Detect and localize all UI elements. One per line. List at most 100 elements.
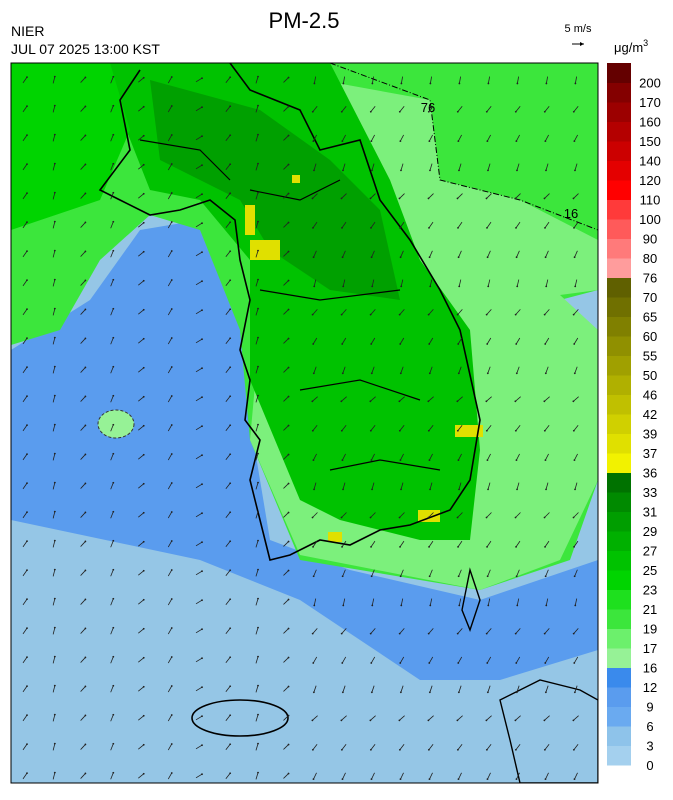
wind-arrow: [22, 337, 28, 345]
wind-arrow: [342, 250, 346, 258]
coastline: [98, 63, 481, 561]
wind-arrow: [458, 76, 462, 84]
wind-arrow: [312, 512, 318, 518]
wind-arrow: [516, 250, 520, 258]
wind-arrow-head: [26, 279, 28, 282]
wind-arrow-head: [572, 400, 575, 403]
wind-arrow-head: [229, 772, 232, 775]
wind-arrow-head: [574, 82, 577, 85]
wind-arrow: [341, 628, 347, 634]
wind-arrow: [195, 599, 203, 605]
wind-arrow-head: [485, 719, 488, 722]
colorbar-swatch: [607, 297, 631, 317]
wind-arrow-head: [487, 82, 490, 85]
wind-arrow: [313, 250, 317, 258]
wind-arrow: [371, 366, 375, 374]
wind-arrow-head: [26, 598, 28, 601]
wind-arrow: [486, 540, 492, 548]
wind-arrow-head: [574, 169, 576, 172]
colorbar-label: 39: [643, 427, 657, 442]
wind-arrow-head: [229, 424, 232, 427]
wind-arrow-head: [543, 516, 546, 519]
wind-arrow: [486, 424, 492, 432]
wind-arrow-head: [229, 627, 232, 630]
wind-arrow-head: [53, 452, 56, 455]
wind-arrow-head: [516, 604, 519, 607]
wind-arrow-head: [340, 110, 343, 113]
wind-arrow-head: [201, 338, 203, 341]
wind-arrow-head: [170, 714, 173, 716]
wind-arrow: [573, 540, 579, 548]
wind-arrow-head: [229, 105, 232, 108]
wind-arrow-head: [486, 662, 489, 664]
wind-arrow: [371, 134, 375, 142]
colorbar-swatch: [607, 745, 631, 766]
wind-arrow-head: [457, 575, 460, 578]
wind-arrow: [167, 627, 173, 635]
wind-arrow: [486, 221, 492, 229]
wind-arrow: [110, 569, 114, 577]
wind-arrow-head: [400, 285, 403, 288]
wind-arrow: [574, 134, 578, 142]
wind-arrow: [370, 309, 376, 315]
wind-arrow-head: [53, 742, 56, 745]
wind-arrow-head: [84, 366, 87, 369]
wind-arrow-head: [257, 713, 259, 716]
wind-arrow: [342, 279, 346, 287]
wind-arrow-head: [170, 221, 173, 223]
wind-arrow: [400, 482, 404, 490]
wind-arrow: [370, 512, 376, 518]
wind-arrow: [486, 309, 492, 315]
wind-arrow-head: [485, 110, 488, 113]
wind-arrow-head: [26, 366, 28, 369]
wind-arrow: [545, 482, 549, 490]
wind-arrow: [255, 714, 259, 722]
wind-arrow-head: [514, 197, 517, 200]
wind-arrow-head: [257, 452, 259, 455]
wind-arrow-head: [515, 226, 517, 229]
wind-arrow: [138, 164, 144, 170]
wind-arrow: [52, 366, 56, 374]
wind-arrow-head: [53, 626, 56, 629]
wind-arrow-head: [311, 110, 314, 113]
wind-arrow: [138, 599, 144, 605]
wind-arrow-head: [287, 482, 290, 485]
wind-arrow: [516, 685, 520, 693]
wind-arrow: [516, 482, 520, 490]
wind-arrow-head: [84, 453, 87, 456]
wind-arrow-head: [340, 516, 343, 519]
wind-arrow-head: [457, 226, 459, 229]
wind-arrow: [399, 221, 405, 229]
wind-arrow: [458, 453, 462, 461]
wind-arrow-head: [229, 221, 232, 224]
wind-arrow: [255, 134, 259, 142]
wind-arrow-head: [26, 337, 28, 340]
wind-arrow-head: [287, 308, 290, 311]
wind-arrow: [110, 308, 114, 316]
wind-arrow-head: [287, 598, 290, 601]
wind-arrow-head: [398, 110, 401, 113]
wind-arrow: [255, 308, 259, 316]
wind-arrow: [195, 338, 203, 344]
wind-arrow-head: [170, 366, 173, 368]
wind-arrow: [486, 715, 492, 721]
wind-arrow-head: [544, 140, 547, 142]
wind-arrow-head: [485, 400, 488, 403]
wind-arrow: [516, 366, 520, 374]
wind-arrow-head: [84, 279, 87, 282]
wind-arrow-head: [457, 778, 460, 781]
colorbar-swatch: [607, 550, 631, 571]
wind-arrow: [574, 772, 578, 780]
wind-arrow: [313, 76, 317, 84]
wind-arrow-head: [573, 546, 575, 548]
wind-arrow-head: [311, 313, 314, 316]
colorbar-swatch: [607, 706, 631, 727]
wind-arrow-head: [84, 511, 87, 514]
wind-arrow-head: [112, 568, 115, 571]
wind-arrow-head: [142, 337, 145, 340]
wind-arrow: [429, 772, 433, 780]
wind-arrow: [225, 134, 231, 142]
wind-arrow: [167, 685, 173, 693]
wind-arrow-head: [515, 778, 518, 781]
wind-arrow: [428, 743, 434, 751]
